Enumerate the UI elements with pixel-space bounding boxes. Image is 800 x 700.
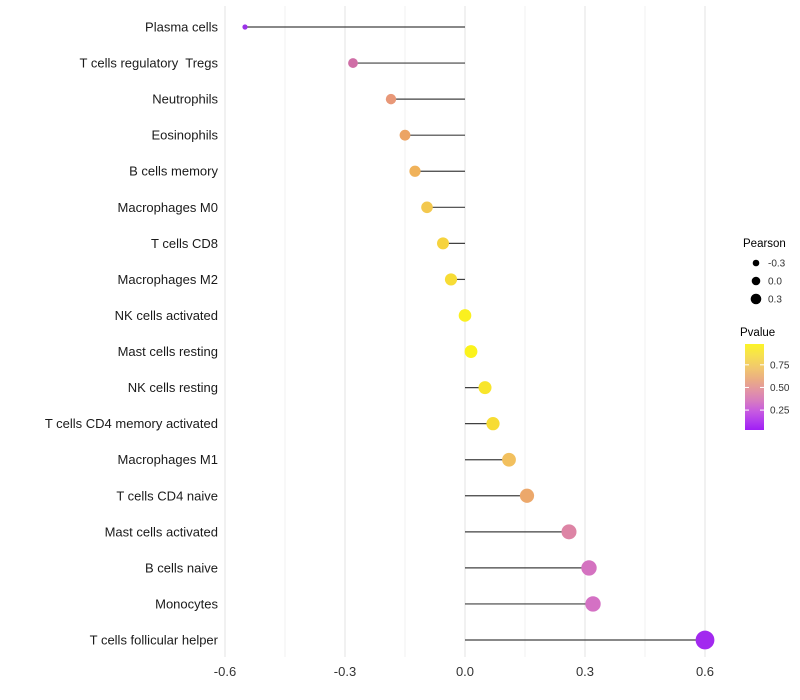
- y-axis-label: Macrophages M2: [118, 272, 218, 287]
- y-axis-label: Mast cells activated: [105, 524, 218, 539]
- legend-pvalue-tick-label: 0.75: [770, 360, 790, 371]
- lollipop-dot: [458, 309, 472, 322]
- y-axis-label: Mast cells resting: [118, 344, 218, 359]
- lollipop-dot: [437, 237, 449, 250]
- legend-pearson-label: 0.0: [768, 277, 782, 288]
- y-axis-label: T cells CD4 naive: [116, 488, 218, 503]
- x-axis-tick-label: 0.0: [456, 664, 474, 679]
- y-axis-label: NK cells activated: [115, 308, 218, 323]
- lollipop-dot: [486, 417, 500, 431]
- y-axis-label: Macrophages M0: [118, 200, 218, 215]
- lollipop-dot: [399, 129, 411, 141]
- lollipop-dot: [581, 560, 597, 576]
- y-axis-label: T cells CD4 memory activated: [45, 416, 218, 431]
- y-axis-label: Plasma cells: [145, 20, 218, 35]
- lollipop-dot: [561, 524, 577, 540]
- lollipop-dot: [695, 630, 715, 650]
- lollipop-dot: [519, 488, 535, 503]
- legend-pearson-title: Pearson: [743, 238, 786, 250]
- legend-pearson-dot: [750, 293, 762, 305]
- legend-pvalue-gradient-bar: [745, 344, 764, 430]
- lollipop-dot: [385, 93, 397, 105]
- y-axis-label: Macrophages M1: [118, 452, 218, 467]
- lollipop-dot: [348, 58, 358, 68]
- legend-pvalue-tick-label: 0.25: [770, 406, 790, 417]
- lollipop-dot: [444, 273, 458, 286]
- legend-pearson-label: -0.3: [768, 259, 786, 270]
- y-axis-label: NK cells resting: [128, 380, 218, 395]
- legend-pvalue-title: Pvalue: [740, 327, 775, 339]
- lollipop-dot: [409, 165, 421, 177]
- y-axis-label: B cells memory: [129, 164, 218, 179]
- lollipop-dot: [502, 452, 516, 467]
- y-axis-label: T cells CD8: [151, 236, 218, 251]
- legend-pearson-label: 0.3: [768, 295, 782, 306]
- x-axis-tick-label: -0.3: [334, 664, 356, 679]
- legend-pearson-dot: [752, 259, 760, 267]
- legend-pearson-dot: [751, 276, 761, 286]
- legend-pvalue-tick-label: 0.50: [770, 383, 790, 394]
- y-axis-label: Neutrophils: [152, 92, 218, 107]
- y-axis-label: Monocytes: [155, 596, 218, 611]
- y-axis-label: T cells regulatory Tregs: [80, 56, 219, 71]
- x-axis-tick-label: -0.6: [214, 664, 236, 679]
- x-axis-tick-label: 0.6: [696, 664, 714, 679]
- lollipop-dot: [478, 381, 492, 395]
- y-axis-label: B cells naive: [145, 560, 218, 575]
- lollipop-dot: [421, 201, 433, 214]
- lollipop-dot: [585, 596, 601, 612]
- y-axis-label: T cells follicular helper: [90, 633, 219, 648]
- y-axis-label: Eosinophils: [152, 128, 219, 143]
- lollipop-dot: [242, 24, 248, 30]
- x-axis-tick-label: 0.3: [576, 664, 594, 679]
- lollipop-dot: [464, 345, 478, 358]
